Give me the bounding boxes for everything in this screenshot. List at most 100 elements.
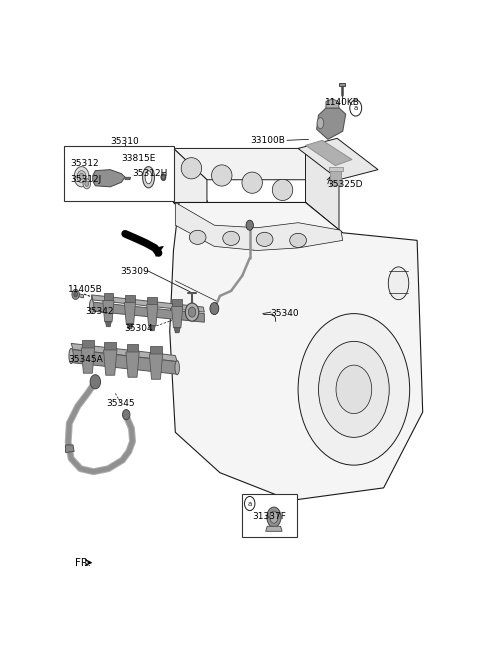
Ellipse shape bbox=[145, 171, 152, 184]
Polygon shape bbox=[172, 299, 182, 306]
Ellipse shape bbox=[242, 172, 263, 194]
Polygon shape bbox=[93, 170, 125, 187]
Polygon shape bbox=[127, 323, 133, 329]
Circle shape bbox=[319, 341, 389, 438]
Ellipse shape bbox=[89, 299, 94, 314]
Polygon shape bbox=[76, 293, 84, 298]
Polygon shape bbox=[147, 297, 157, 304]
Ellipse shape bbox=[256, 232, 273, 247]
Polygon shape bbox=[66, 445, 74, 453]
Polygon shape bbox=[81, 348, 95, 373]
Ellipse shape bbox=[267, 507, 281, 527]
Text: 35342: 35342 bbox=[85, 306, 114, 316]
Ellipse shape bbox=[212, 165, 232, 186]
Ellipse shape bbox=[143, 167, 155, 188]
Ellipse shape bbox=[272, 179, 293, 201]
Polygon shape bbox=[125, 295, 135, 302]
Bar bbox=[242, 495, 297, 537]
Ellipse shape bbox=[270, 511, 278, 523]
Circle shape bbox=[77, 171, 86, 183]
Polygon shape bbox=[92, 295, 93, 306]
Polygon shape bbox=[126, 352, 139, 377]
Ellipse shape bbox=[69, 348, 73, 363]
Polygon shape bbox=[170, 203, 423, 501]
Text: 1140KB: 1140KB bbox=[325, 98, 360, 107]
Circle shape bbox=[122, 409, 130, 420]
Polygon shape bbox=[339, 83, 345, 87]
Text: 35304: 35304 bbox=[124, 324, 153, 333]
Circle shape bbox=[246, 220, 253, 230]
Polygon shape bbox=[149, 326, 155, 331]
Polygon shape bbox=[330, 170, 341, 185]
Polygon shape bbox=[104, 350, 117, 375]
Circle shape bbox=[90, 375, 100, 389]
Ellipse shape bbox=[189, 230, 206, 245]
Polygon shape bbox=[266, 526, 282, 531]
Circle shape bbox=[83, 178, 91, 189]
Polygon shape bbox=[317, 108, 346, 139]
Circle shape bbox=[336, 365, 372, 414]
Ellipse shape bbox=[181, 157, 202, 179]
Circle shape bbox=[162, 175, 165, 179]
Polygon shape bbox=[173, 148, 207, 230]
Polygon shape bbox=[71, 350, 177, 374]
Polygon shape bbox=[326, 99, 339, 108]
Ellipse shape bbox=[290, 234, 306, 247]
Polygon shape bbox=[175, 203, 343, 251]
Circle shape bbox=[79, 173, 84, 179]
Circle shape bbox=[298, 314, 410, 465]
Text: 35340: 35340 bbox=[270, 309, 299, 318]
Polygon shape bbox=[173, 148, 339, 180]
Circle shape bbox=[161, 174, 166, 181]
Ellipse shape bbox=[317, 117, 324, 129]
Polygon shape bbox=[174, 328, 180, 333]
Text: 35345: 35345 bbox=[106, 398, 134, 407]
Polygon shape bbox=[305, 140, 352, 165]
Polygon shape bbox=[124, 302, 135, 323]
Circle shape bbox=[210, 302, 219, 315]
Circle shape bbox=[85, 181, 89, 186]
Polygon shape bbox=[172, 306, 183, 328]
Polygon shape bbox=[155, 247, 163, 256]
Polygon shape bbox=[92, 295, 204, 312]
Text: 33100B: 33100B bbox=[250, 136, 285, 145]
Polygon shape bbox=[125, 177, 131, 180]
Polygon shape bbox=[305, 148, 339, 230]
Circle shape bbox=[244, 497, 255, 510]
Ellipse shape bbox=[175, 361, 180, 375]
Polygon shape bbox=[82, 340, 94, 348]
Text: a: a bbox=[354, 105, 358, 111]
Polygon shape bbox=[71, 343, 177, 361]
Text: 11405B: 11405B bbox=[68, 285, 103, 294]
Text: 35309: 35309 bbox=[120, 267, 149, 276]
Ellipse shape bbox=[388, 267, 409, 300]
Text: FR.: FR. bbox=[75, 558, 91, 567]
Polygon shape bbox=[106, 321, 111, 327]
Circle shape bbox=[188, 307, 196, 317]
Bar bbox=[64, 146, 174, 201]
Text: 35312: 35312 bbox=[71, 159, 99, 167]
Polygon shape bbox=[127, 344, 139, 352]
Polygon shape bbox=[92, 302, 204, 322]
Polygon shape bbox=[104, 293, 113, 300]
Text: 35312J: 35312J bbox=[71, 175, 102, 184]
Polygon shape bbox=[149, 354, 163, 379]
Text: 35345A: 35345A bbox=[68, 354, 103, 363]
Polygon shape bbox=[329, 167, 343, 171]
Text: 33815E: 33815E bbox=[121, 154, 156, 163]
Text: 35312H: 35312H bbox=[132, 169, 168, 178]
Text: 35325D: 35325D bbox=[327, 180, 362, 190]
Text: 35310: 35310 bbox=[111, 137, 140, 146]
Circle shape bbox=[185, 303, 199, 321]
Circle shape bbox=[74, 292, 77, 297]
Polygon shape bbox=[103, 300, 114, 321]
Polygon shape bbox=[298, 138, 378, 180]
Text: 31337F: 31337F bbox=[252, 512, 286, 521]
Polygon shape bbox=[104, 342, 116, 350]
Ellipse shape bbox=[223, 232, 240, 245]
Circle shape bbox=[72, 289, 79, 299]
Text: a: a bbox=[248, 501, 252, 506]
Polygon shape bbox=[173, 203, 339, 230]
Polygon shape bbox=[150, 346, 162, 354]
Circle shape bbox=[74, 167, 89, 187]
